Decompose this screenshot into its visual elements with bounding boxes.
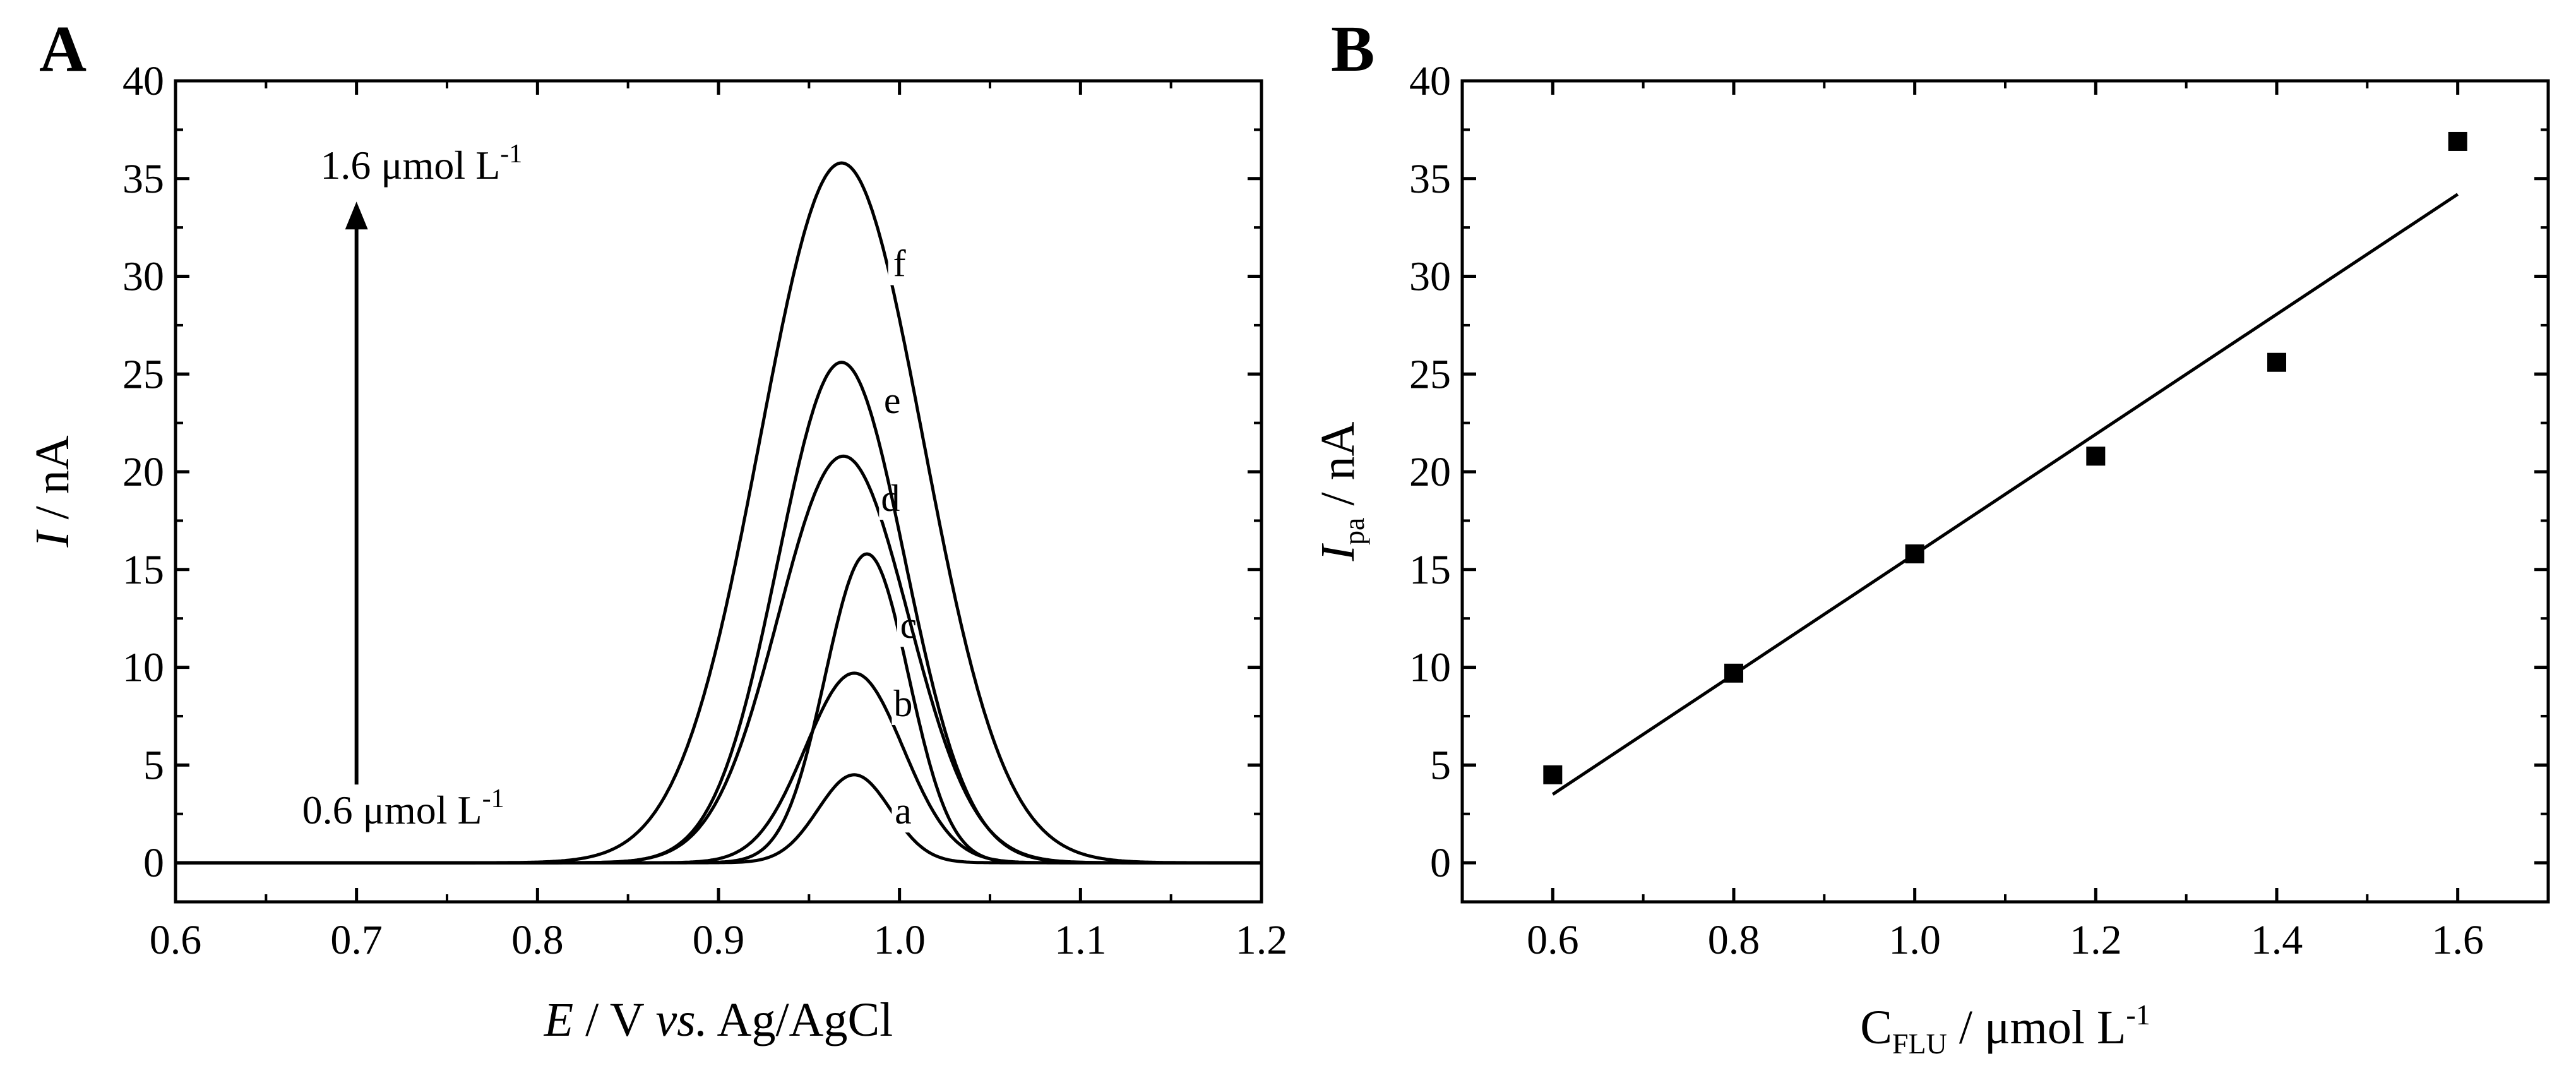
data-point (1543, 765, 1563, 784)
concentration-arrow-head (345, 201, 368, 230)
y-tick-label: 40 (1409, 58, 1451, 104)
y-axis-label: I / nA (26, 435, 79, 548)
bottom-concentration-label: 0.6 μmol L-1 (302, 784, 504, 832)
curve-label-f: f (893, 243, 906, 285)
y-tick-label: 30 (122, 254, 164, 300)
x-axis-label: E / V vs. Ag/AgCl (544, 993, 893, 1046)
x-axis-label: CFLU / μmol L-1 (1860, 998, 2150, 1060)
data-point (2448, 131, 2467, 151)
curve-label-backdrop (891, 791, 917, 833)
y-tick-label: 10 (1409, 645, 1451, 691)
x-tick-label: 1.2 (1236, 917, 1288, 963)
y-tick-label: 20 (122, 449, 164, 495)
x-tick-label: 1.1 (1054, 917, 1107, 963)
y-tick-label: 0 (1430, 840, 1451, 886)
x-tick-label: 1.4 (2251, 917, 2303, 963)
y-tick-label: 25 (1409, 351, 1451, 397)
curve-label-backdrop (881, 380, 907, 423)
panel-a: A 0.6 0.7 0.8 0.9 1.0 1.1 1.2 0 5 10 15 20 25 30 35 40 a b… (26, 13, 1287, 1046)
data-point (1724, 663, 1743, 683)
x-tick-label: 1.0 (1888, 917, 1941, 963)
y-tick-label: 15 (122, 547, 164, 593)
y-axis-label: Ipa / nA (1311, 422, 1370, 562)
top-concentration-label: 1.6 μmol L-1 (320, 140, 522, 188)
x-tick-label: 0.8 (511, 917, 564, 963)
y-tick-label: 0 (143, 840, 164, 886)
x-tick-label: 0.8 (1708, 917, 1760, 963)
data-point (2086, 447, 2106, 466)
panel-b: B 0.6 0.8 1.0 1.2 1.4 1.6 0 5 10 15 20 25 30 35 40 CFLU … (1311, 13, 2550, 1060)
curve-label-b: b (893, 683, 912, 724)
panel-letter-a: A (39, 13, 86, 85)
y-tick-label: 35 (122, 156, 164, 202)
y-tick-label: 35 (1409, 156, 1451, 202)
y-tick-label: 40 (122, 58, 164, 104)
curve-label-a: a (895, 790, 912, 832)
y-tick-label: 25 (122, 351, 164, 397)
y-tick-label: 20 (1409, 449, 1451, 495)
x-tick-label: 1.0 (873, 917, 926, 963)
voltammogram-curve-b (176, 671, 1261, 865)
y-tick-label: 15 (1409, 547, 1451, 593)
voltammogram-curve-f (176, 161, 1261, 865)
data-point (2267, 352, 2286, 372)
curve-label-e: e (884, 380, 901, 421)
plot-frame (174, 79, 1263, 904)
y-tick-label: 10 (122, 645, 164, 691)
y-tick-label: 5 (143, 742, 164, 788)
x-tick-label: 1.6 (2431, 917, 2484, 963)
x-tick-label: 0.6 (150, 917, 202, 963)
x-tick-label: 0.9 (693, 917, 745, 963)
plot-frame (1460, 79, 2550, 904)
x-tick-label: 0.6 (1527, 917, 1579, 963)
panel-letter-b: B (1331, 13, 1374, 85)
y-tick-label: 30 (1409, 254, 1451, 300)
x-tick-label: 0.7 (330, 917, 383, 963)
x-tick-label: 1.2 (2070, 917, 2122, 963)
data-point (1905, 544, 1924, 564)
curve-label-backdrop (888, 243, 914, 285)
y-tick-label: 5 (1430, 742, 1451, 788)
linear-fit-line (1551, 193, 2459, 796)
